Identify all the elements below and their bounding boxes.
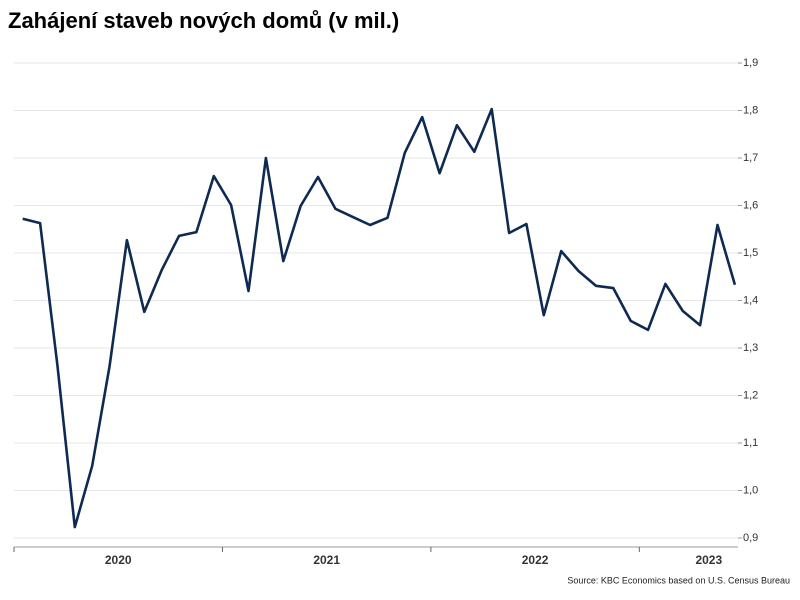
x-tick-label: 2020 <box>105 553 132 567</box>
y-tick-label: 1,6 <box>743 199 758 211</box>
source: Source: KBC Economics based on U.S. Cens… <box>567 575 790 585</box>
y-tick-label: 1,1 <box>743 437 758 449</box>
line <box>22 107 737 529</box>
y-tick-label: 1,7 <box>743 152 758 164</box>
y-tick-label: 1,3 <box>743 342 758 354</box>
y-tick-label: 1,8 <box>743 104 758 116</box>
y-tick-label: 1,0 <box>743 484 758 496</box>
y-tick-label: 1,9 <box>743 57 758 69</box>
chart-title: Zahájení staveb nových domů (v mil.) <box>8 8 399 33</box>
x-tick-label: 2021 <box>313 553 340 567</box>
y-tick-label: 0,9 <box>743 532 758 544</box>
x-tick-label: 2023 <box>695 553 722 567</box>
y-tick-label: 1,5 <box>743 247 758 259</box>
y-tick-label: 1,4 <box>743 294 758 306</box>
x-tick-label: 2022 <box>522 553 549 567</box>
y-tick-label: 1,2 <box>743 389 758 401</box>
